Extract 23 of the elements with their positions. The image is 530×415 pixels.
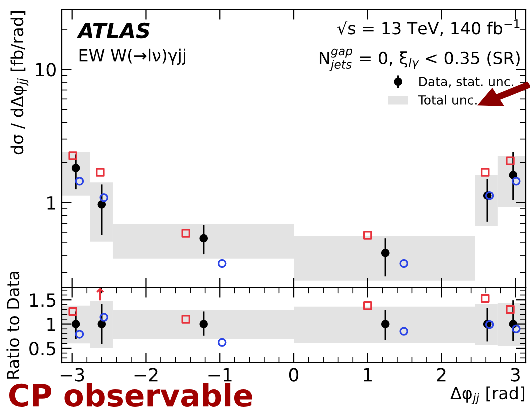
legend-label: Data, stat. unc. [420,77,514,88]
x-axis-title: Δφ$_{jj}$ [rad] [450,386,525,405]
x-tick-label: 0 [289,368,299,382]
chart-title: ATLAS [76,22,150,39]
x-tick-label: 3 [511,368,520,382]
text: EW W(→lν)γjj [80,48,186,66]
y-axis-title: Ratio to Data [6,272,20,379]
annotation: √s = 13 TeV, 140 fb$^{−1}$ [338,20,520,36]
y-tick-label: 1 [48,318,56,332]
x-tick-label: −2 [134,368,158,382]
annotation: ↑ [96,288,104,301]
y-tick-label: 1 [48,196,56,210]
y-tick-label: 0.5 [30,342,56,356]
legend-label: Total unc. [418,95,477,105]
text: CP observable [9,383,252,408]
x-tick-label: −3 [60,368,84,382]
x-tick-label: 1 [364,368,372,382]
y-tick-label: 10 [36,63,56,77]
y-tick-label: 1.5 [30,294,56,308]
x-tick-label: −1 [208,368,232,382]
x-tick-label: 2 [437,368,446,382]
y-axis-title: dσ / dΔφ$_{jj}$ [fb/rad] [10,11,29,155]
annotation: N$^{gap}$$_{jets}$ = 0, ξ$_{lγ}$ < 0.35 (SR) [320,48,520,72]
